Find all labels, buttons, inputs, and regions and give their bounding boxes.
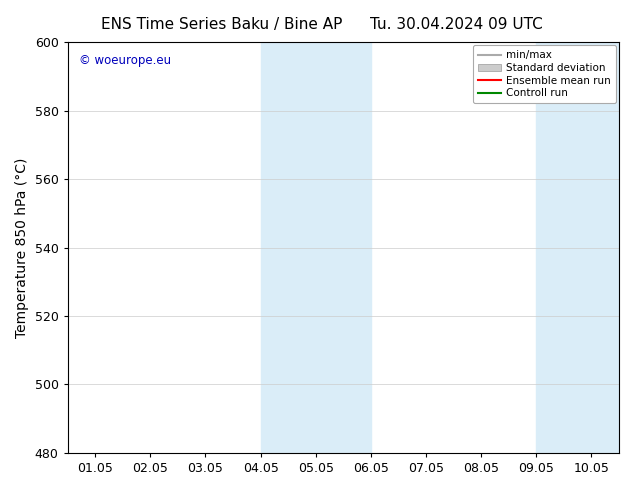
Bar (261, 42, 371, 453)
Text: © woeurope.eu: © woeurope.eu (79, 54, 171, 68)
Bar (536, 42, 619, 453)
Y-axis label: Temperature 850 hPa (°C): Temperature 850 hPa (°C) (15, 157, 29, 338)
Text: Tu. 30.04.2024 09 UTC: Tu. 30.04.2024 09 UTC (370, 17, 543, 32)
Legend: min/max, Standard deviation, Ensemble mean run, Controll run: min/max, Standard deviation, Ensemble me… (472, 45, 616, 103)
Text: ENS Time Series Baku / Bine AP: ENS Time Series Baku / Bine AP (101, 17, 342, 32)
